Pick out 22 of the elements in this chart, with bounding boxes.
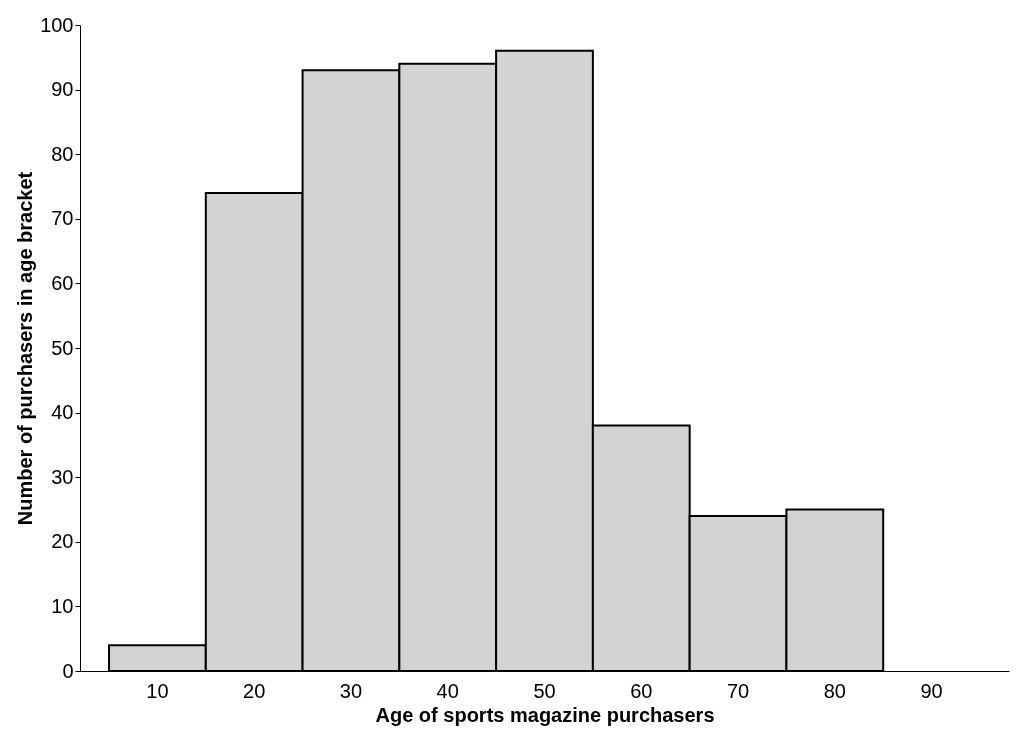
x-tick-label: 10 — [146, 679, 169, 702]
y-tick-label: 0 — [62, 659, 74, 682]
y-tick-label: 20 — [51, 530, 74, 553]
y-tick-label: 10 — [51, 594, 74, 617]
y-tick-label: 50 — [51, 336, 74, 359]
x-tick-label: 90 — [920, 679, 943, 702]
x-tick-label: 80 — [823, 679, 846, 702]
x-tick-label: 30 — [339, 679, 363, 702]
x-tick-label: 60 — [630, 679, 653, 702]
y-tick-label: 40 — [51, 401, 74, 424]
x-axis-title: Age of sports magazine purchasers — [375, 703, 715, 726]
x-tick-label: 50 — [533, 679, 556, 702]
x-tick-label: 70 — [726, 679, 750, 702]
x-tick-label: 40 — [436, 679, 459, 702]
y-tick-label: 90 — [51, 78, 74, 101]
y-axis-title: Number of purchasers in age bracket — [14, 171, 37, 526]
y-tick-label: 80 — [51, 142, 74, 165]
y-tick-label: 100 — [40, 13, 74, 36]
y-tick-label: 60 — [51, 271, 74, 294]
y-tick-label: 70 — [51, 207, 74, 230]
x-tick-label: 20 — [243, 679, 266, 702]
y-tick-label: 30 — [51, 465, 74, 488]
